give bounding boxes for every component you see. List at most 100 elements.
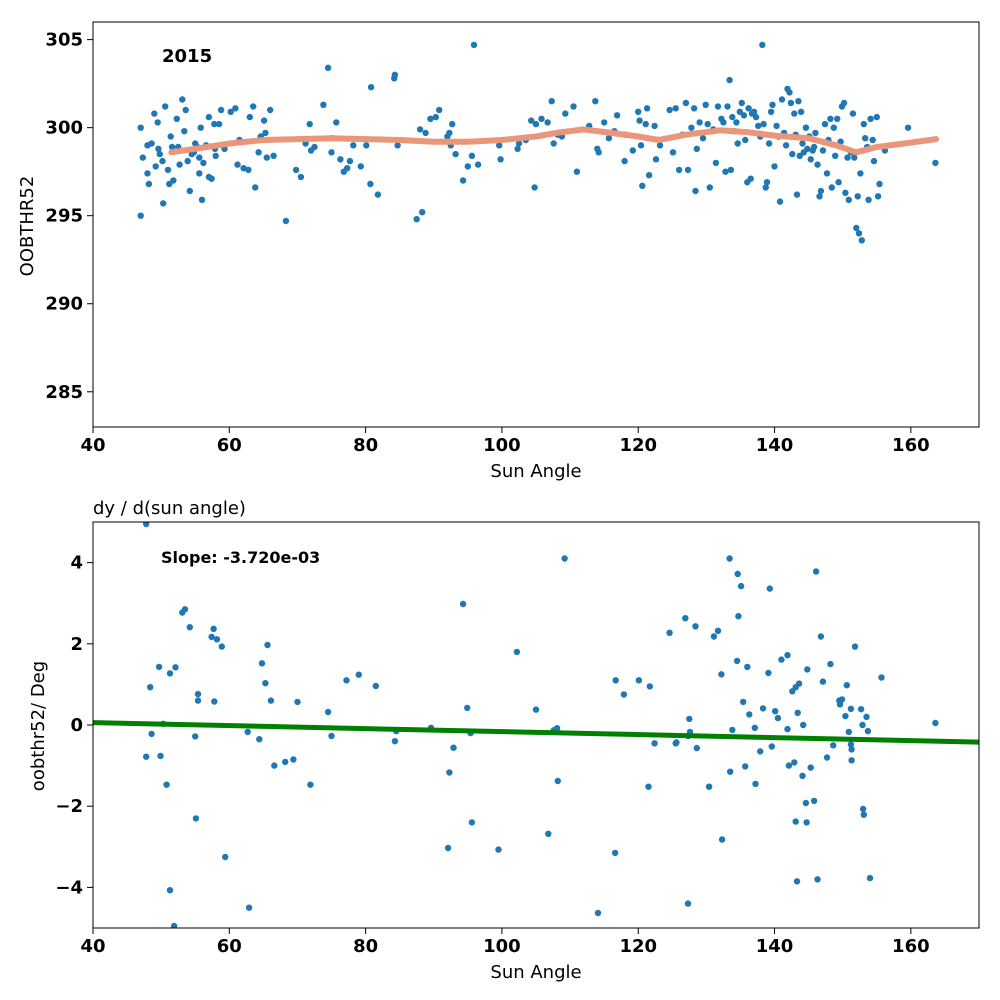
- data-point: [250, 103, 257, 110]
- data-point: [367, 84, 375, 91]
- data-point: [693, 145, 700, 152]
- data-point: [267, 106, 274, 114]
- data-point: [164, 166, 172, 174]
- data-point: [258, 660, 266, 667]
- data-point: [720, 119, 727, 126]
- data-point: [867, 115, 874, 123]
- data-point: [704, 120, 711, 128]
- data-point: [282, 758, 289, 766]
- fit-line: [93, 720, 979, 745]
- data-point: [444, 844, 452, 852]
- data-point: [795, 680, 803, 687]
- data-point: [144, 170, 151, 177]
- data-point: [635, 677, 643, 684]
- data-point: [830, 124, 837, 131]
- data-point: [562, 110, 569, 117]
- data-point: [767, 108, 775, 116]
- data-point: [208, 633, 215, 641]
- data-point: [210, 625, 217, 632]
- data-point: [786, 89, 793, 96]
- data-point: [832, 152, 839, 159]
- data-point: [814, 876, 821, 883]
- data-point: [778, 656, 785, 663]
- data-point: [692, 187, 699, 195]
- data-point: [757, 748, 764, 755]
- data-point: [812, 129, 819, 137]
- data-point: [324, 708, 332, 716]
- data-point: [862, 135, 869, 142]
- data-point: [759, 705, 767, 712]
- bottom-panel-annotation: Slope: -3.720e-03: [161, 548, 320, 567]
- data-point: [227, 108, 234, 116]
- data-point: [765, 669, 772, 677]
- data-point: [750, 108, 758, 116]
- data-point: [262, 129, 269, 137]
- data-point: [344, 165, 351, 172]
- data-point: [496, 142, 503, 149]
- data-point: [320, 101, 327, 109]
- data-point: [636, 117, 643, 124]
- data-point: [205, 113, 213, 121]
- data-point: [866, 874, 874, 882]
- data-point: [878, 674, 885, 681]
- data-point: [639, 182, 646, 189]
- data-point: [776, 198, 784, 205]
- data-point: [391, 738, 399, 745]
- x-tick-label: 140: [756, 936, 794, 957]
- data-point: [740, 112, 748, 119]
- data-point: [706, 184, 713, 191]
- data-point: [372, 682, 379, 690]
- data-point: [847, 741, 855, 748]
- data-point: [789, 150, 796, 158]
- data-point: [255, 149, 262, 156]
- data-point: [307, 781, 314, 788]
- y-tick-label: 300: [45, 118, 83, 139]
- data-point: [747, 175, 754, 182]
- data-point: [422, 129, 429, 137]
- data-point: [807, 156, 814, 163]
- data-point: [816, 193, 823, 200]
- data-point: [147, 684, 154, 691]
- data-point: [710, 633, 718, 640]
- data-point: [763, 179, 771, 186]
- data-point: [592, 98, 599, 105]
- data-point: [803, 819, 810, 826]
- data-point: [857, 706, 865, 713]
- data-point: [260, 117, 268, 124]
- y-tick-label: 4: [70, 553, 83, 574]
- data-point: [148, 730, 155, 738]
- data-point: [817, 187, 825, 195]
- data-point: [337, 156, 344, 163]
- data-point: [849, 110, 857, 117]
- data-point: [245, 166, 252, 174]
- data-point: [860, 811, 867, 818]
- data-point: [143, 522, 150, 528]
- data-point: [847, 705, 855, 712]
- data-point: [240, 165, 247, 172]
- data-point: [538, 115, 545, 123]
- data-point: [152, 163, 159, 170]
- data-point: [874, 193, 882, 200]
- x-tick-label: 160: [892, 936, 930, 957]
- data-point: [464, 163, 471, 170]
- data-point: [729, 113, 736, 121]
- data-point: [621, 157, 628, 165]
- data-point: [830, 742, 837, 749]
- data-point: [800, 721, 807, 729]
- data-point: [612, 677, 619, 684]
- top-panel-xlabel: Sun Angle: [490, 461, 581, 482]
- data-point: [245, 904, 253, 911]
- data-point: [163, 781, 170, 788]
- data-point: [744, 663, 751, 671]
- data-point: [350, 142, 357, 149]
- data-point: [787, 99, 795, 107]
- data-point: [554, 777, 561, 785]
- data-point: [197, 124, 204, 131]
- data-point: [746, 711, 753, 718]
- data-point: [765, 140, 773, 147]
- data-point: [391, 71, 399, 79]
- data-point: [613, 112, 621, 119]
- data-point: [669, 149, 677, 156]
- data-point: [357, 163, 364, 170]
- x-tick-label: 60: [217, 936, 242, 957]
